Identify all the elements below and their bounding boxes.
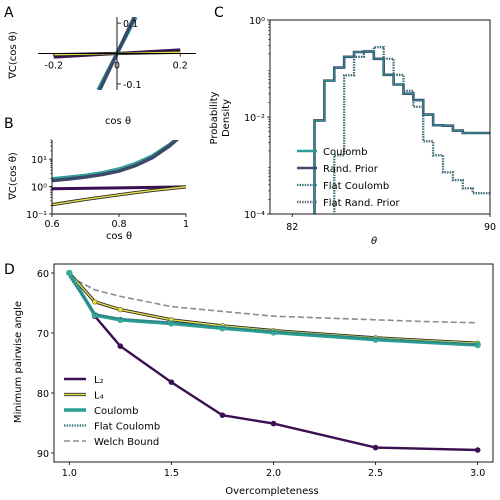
panel-d-welch-line [68, 275, 478, 324]
panel-b-y-label: ∇C(cos θ) [8, 152, 19, 201]
panel-d-letter: D [4, 262, 15, 278]
panel-c-legend-label: Coulomb [323, 147, 367, 158]
panel-d-x-tick-label: 1.0 [62, 468, 77, 479]
panel-b: B 0.6 0.8 1 10¹ 10⁰ 10⁻¹ ∇C(cos θ) cos θ [4, 116, 189, 242]
panel-a-y-label: ∇C(cos θ) [8, 31, 19, 80]
panel-b-x-label: cos θ [106, 231, 132, 242]
panel-d-x-tick-label: 1.5 [164, 468, 179, 479]
panel-d-l2-point [372, 444, 379, 451]
panel-c-y-label-line1: Probability [209, 91, 220, 144]
panel-d-coulomb-point [66, 269, 73, 277]
panel-c-coulomb-hist [314, 51, 490, 214]
panel-a-x-tick-label: -0.2 [45, 61, 64, 72]
panel-c-legend-label: Flat Rand. Prior [323, 198, 401, 209]
panel-c-legend-label: Rand. Prior [323, 164, 379, 175]
panel-c-y-label-line2: Density [221, 99, 232, 137]
panel-a-y-tick-label: 0.1 [123, 19, 138, 30]
panel-d-l2-point [117, 343, 124, 350]
panel-c-y-tick-label: 10⁻⁴ [244, 210, 265, 221]
panel-d-coulomb-point [91, 311, 99, 319]
panel-d-l4-point [92, 299, 98, 305]
panel-c-flat-coulomb-hist [333, 46, 490, 214]
panel-d-l2-point [168, 379, 175, 386]
panel-d-x-label: Overcompleteness [225, 486, 318, 497]
panel-d-x-tick-label: 2.5 [368, 468, 383, 479]
panel-d-y-tick-label: 90 [37, 449, 49, 460]
panel-a-y-tick-label: -0.1 [123, 80, 142, 91]
panel-c-x-tick-label: 82 [286, 222, 298, 233]
panel-b-x-tick-label: 0.6 [44, 219, 59, 230]
panel-d-x-tick-label: 2.0 [266, 468, 281, 479]
panel-c-legend: Coulomb Rand. Prior Flat Coulomb Flat Rand.… [297, 147, 401, 209]
panel-d-coulomb-point [168, 320, 175, 327]
panel-d-y-tick-label: 60 [37, 269, 49, 280]
panel-a-x-tick-label: 0 [114, 61, 120, 72]
panel-c: C 82 90 10⁰ 10⁻² 10⁻⁴ ProbabilityDensity θ Coulo… [209, 5, 496, 247]
panel-d-x-tick-label: 3.0 [470, 468, 485, 479]
panel-b-letter: B [4, 116, 14, 132]
panel-b-x-tick-label: 0.8 [111, 219, 126, 230]
panel-c-rand-prior-hist [313, 50, 490, 214]
panel-d-l4-point [117, 306, 124, 313]
panel-d-coulomb-point [219, 325, 226, 332]
panel-c-letter: C [214, 5, 224, 21]
panel-d-lines [66, 269, 481, 453]
panel-c-lines [313, 45, 490, 214]
panel-d-l2-point [270, 420, 277, 427]
panel-c-legend-label: Flat Coulomb [323, 181, 389, 192]
panel-d-y-label: Minimum pairwise angle [13, 301, 24, 423]
panel-d-y-tick-label: 80 [37, 389, 49, 400]
panel-d-legend-label: L₂ [94, 375, 104, 386]
panel-a-x-tick-label: 0.2 [173, 61, 188, 72]
panel-b-y-tick-label: 10⁰ [31, 183, 47, 194]
panel-a-x-label: cos θ [105, 116, 131, 127]
panel-d-flat-coulomb-line [68, 276, 478, 346]
panel-d-y-tick-label: 70 [37, 329, 49, 340]
panel-d-coulomb-line [67, 272, 478, 347]
panel-d-l2-line [68, 272, 478, 452]
panel-b-l4-line-fill [52, 186, 186, 206]
panel-d-legend: L₂ L₄ Coulomb Flat Coulomb Welch Bound [64, 375, 160, 448]
panel-c-y-tick-label: 10⁻² [244, 113, 265, 124]
panel-c-flat-rand-hist [333, 45, 490, 214]
panel-a: A -0.2 0 0.2 0.1 -0.1 ∇C(cos θ) cos θ [4, 5, 196, 127]
panel-b-rand_prior-line [52, 140, 180, 183]
panel-b-x-tick-label: 1 [183, 219, 189, 230]
panel-c-x-tick-label: 90 [484, 222, 496, 233]
panel-d: D 1.0 1.5 2.0 2.5 3.0 90 80 70 60 Minimum pairwise… [4, 262, 494, 497]
panel-d-legend-label: Coulomb [94, 406, 138, 417]
panel-d-coulomb-point [270, 329, 277, 336]
panel-b-y-tick-label: 10¹ [31, 155, 47, 166]
panel-d-l2-point [219, 412, 226, 419]
panel-b-lines [52, 140, 186, 207]
panel-d-legend-label: Welch Bound [94, 437, 159, 448]
panel-d-l2-point [474, 447, 481, 453]
panel-c-y-label: ProbabilityDensity [209, 91, 232, 144]
panel-b-y-tick-label: 10⁻¹ [26, 210, 47, 221]
panel-d-legend-label: L₄ [94, 391, 104, 402]
panel-c-x-label: θ [371, 236, 377, 247]
panel-a-letter: A [4, 5, 14, 21]
panel-d-legend-label: Flat Coulomb [94, 422, 160, 433]
panel-b-l2-line [52, 185, 186, 191]
panel-c-y-tick-label: 10⁰ [249, 16, 265, 27]
panel-d-coulomb-point [372, 336, 379, 343]
panel-d-coulomb-point [474, 341, 481, 349]
